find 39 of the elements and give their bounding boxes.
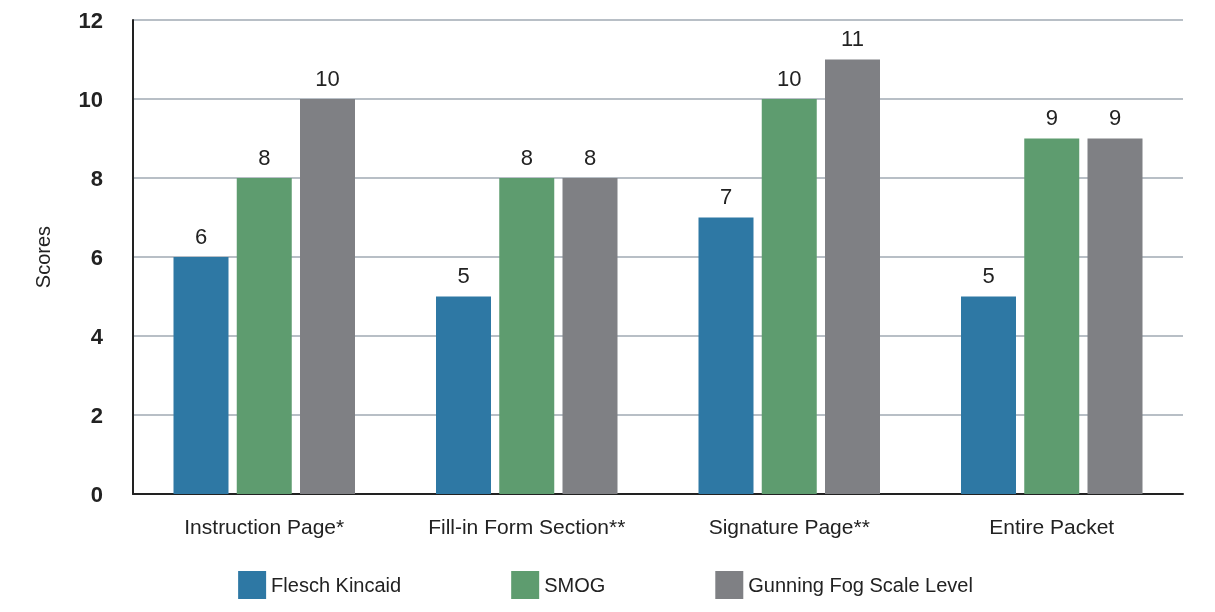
- legend-label: SMOG: [544, 574, 606, 596]
- bar: [1087, 138, 1143, 494]
- bar: [173, 257, 229, 494]
- x-tick-label: Signature Page**: [708, 515, 870, 538]
- data-label: 9: [1045, 105, 1058, 130]
- data-label: 9: [1108, 105, 1122, 130]
- y-tick-label: 0: [90, 481, 103, 507]
- y-axis-title: Scores: [32, 225, 54, 289]
- data-label: 11: [841, 26, 864, 51]
- x-tick-label: Instruction Page*: [184, 515, 345, 538]
- y-tick-label: 2: [90, 402, 103, 428]
- data-label: 10: [315, 65, 340, 91]
- bar: [698, 217, 754, 494]
- bar: [761, 99, 817, 494]
- x-tick-label: Entire Packet: [989, 515, 1115, 538]
- y-tick-label: 4: [90, 323, 104, 349]
- data-label: 7: [719, 184, 733, 209]
- data-label: 8: [583, 144, 597, 170]
- bar: [436, 296, 491, 494]
- data-label: 8: [258, 144, 271, 170]
- bar: [825, 59, 880, 494]
- data-label: 8: [520, 144, 533, 170]
- bar: [562, 178, 618, 494]
- data-label: 5: [457, 263, 470, 288]
- legend-label: Flesch Kincaid: [271, 574, 402, 596]
- bar: [1024, 138, 1080, 494]
- bar: [300, 99, 355, 494]
- x-tick-label: Fill-in Form Section**: [428, 515, 626, 538]
- y-tick-label: 12: [78, 7, 103, 33]
- y-tick-label: 10: [78, 86, 103, 112]
- bar: [961, 296, 1016, 494]
- y-tick-label: 8: [90, 165, 103, 191]
- data-label: 5: [982, 263, 995, 288]
- y-tick-label: 6: [90, 244, 103, 270]
- legend-label: Gunning Fog Scale Level: [748, 574, 973, 596]
- bar: [236, 178, 292, 494]
- bar: [499, 178, 555, 494]
- data-label: 6: [194, 223, 208, 249]
- data-label: 10: [777, 65, 802, 91]
